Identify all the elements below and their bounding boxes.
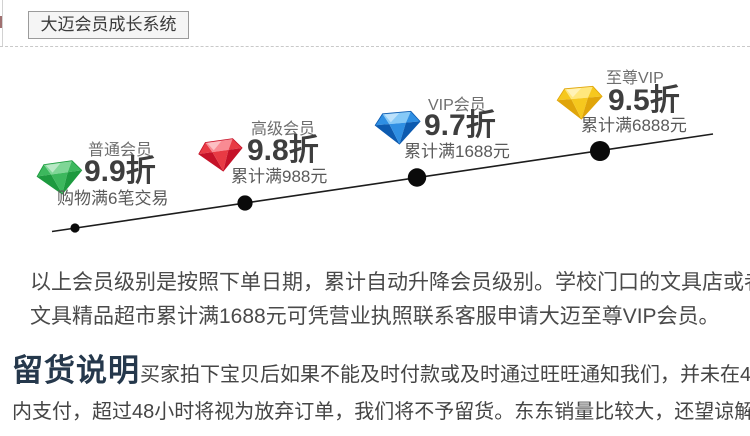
tier-discount: 9.7折	[424, 109, 496, 142]
description-line-2: 文具精品超市累计满1688元可凭营业执照联系客服申请大迈至尊VIP会员。	[30, 305, 720, 328]
growth-line-chart	[51, 133, 714, 233]
page-left-accent	[0, 16, 2, 28]
red-gem-icon	[198, 138, 243, 172]
page-left-edge	[2, 0, 3, 46]
green-gem-icon	[36, 160, 83, 195]
tier-discount: 9.5折	[608, 84, 680, 117]
tier-name: 至尊VIP	[606, 70, 664, 87]
tier-point-1	[70, 223, 80, 233]
tier-point-2	[237, 195, 253, 211]
retention-notice: 留货说明买家拍下宝贝后如果不能及时付款或及时通过旺旺通知我们，并未在48小时 内…	[12, 352, 750, 431]
notice-title: 留货说明	[12, 353, 140, 388]
notice-line-1: 买家拍下宝贝后如果不能及时付款或及时通过旺旺通知我们，并未在48小时	[140, 364, 750, 386]
page-title: 大迈会员成长系统	[40, 15, 177, 34]
tier-condition: 累计满988元	[231, 167, 328, 186]
tier-point-4	[590, 141, 610, 161]
tier-name: VIP会员	[428, 97, 486, 114]
membership-description: 以上会员级别是按照下单日期，累计自动升降会员级别。学校门口的文具店或者 文具精品…	[30, 266, 750, 334]
yellow-gem-icon	[556, 85, 603, 120]
dashed-divider	[0, 46, 750, 47]
tier-name: 普通会员	[88, 142, 153, 159]
blue-gem-icon	[374, 110, 421, 145]
tier-point-3	[407, 168, 427, 187]
notice-line-2: 内支付，超过48小时将视为放弃订单，我们将不予留货。东东销量比较大，还望谅解！	[12, 401, 750, 423]
tier-discount: 9.8折	[247, 134, 319, 167]
tier-condition: 累计满1688元	[404, 142, 510, 161]
section-title-box: 大迈会员成长系统	[28, 11, 189, 39]
description-line-1: 以上会员级别是按照下单日期，累计自动升降会员级别。学校门口的文具店或者	[30, 271, 750, 294]
tier-condition: 累计满6888元	[581, 116, 687, 135]
tier-discount: 9.9折	[84, 155, 156, 188]
tier-condition: 购物满6笔交易	[57, 189, 169, 208]
tier-name: 高级会员	[251, 121, 316, 138]
